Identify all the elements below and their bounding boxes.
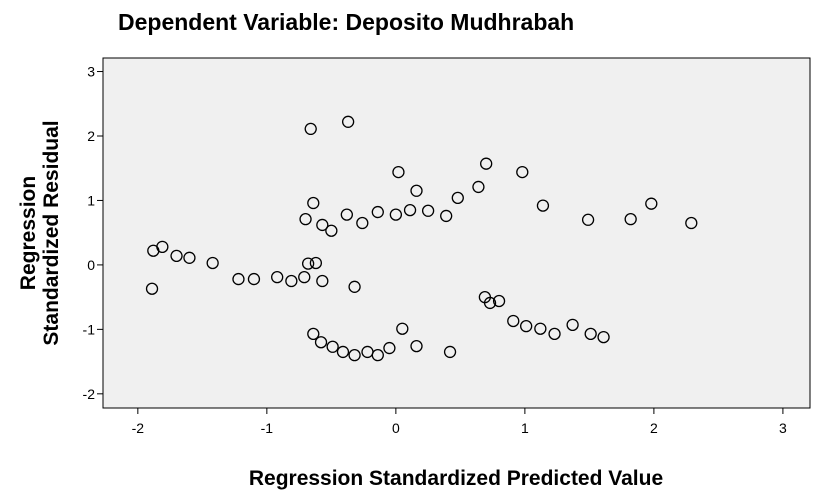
- y-tick-label: 0: [87, 257, 95, 273]
- point: [356, 216, 369, 230]
- point: [304, 122, 317, 136]
- point: [410, 184, 423, 197]
- point: [440, 209, 453, 223]
- y-axis-label: Regression: [17, 176, 40, 290]
- point: [421, 204, 435, 217]
- chart-title: Dependent Variable: Deposito Mudhrabah: [118, 9, 574, 35]
- y-tick-label: -2: [83, 386, 96, 402]
- y-tick-label: 1: [87, 192, 95, 208]
- point: [536, 199, 550, 212]
- point: [492, 294, 506, 308]
- point: [298, 271, 311, 284]
- point: [145, 282, 159, 295]
- point: [271, 271, 284, 284]
- y-tick-label: 3: [87, 64, 95, 80]
- x-tick-label: 1: [521, 420, 529, 436]
- x-tick-label: -2: [132, 420, 145, 436]
- point: [584, 327, 597, 341]
- point: [340, 208, 353, 221]
- point: [156, 240, 169, 254]
- point: [451, 191, 464, 205]
- point: [206, 256, 219, 270]
- point: [316, 218, 329, 232]
- point: [624, 212, 637, 226]
- point: [396, 322, 409, 335]
- point: [301, 257, 315, 270]
- point: [326, 340, 339, 353]
- point: [685, 216, 698, 230]
- point: [341, 115, 355, 128]
- point: [645, 197, 658, 210]
- x-axis-label: Regression Standardized Predicted Value: [249, 467, 663, 490]
- point: [389, 208, 403, 221]
- point: [314, 336, 328, 349]
- x-tick-label: 0: [392, 420, 400, 436]
- point: [348, 348, 361, 362]
- x-tick-label: 3: [779, 420, 787, 436]
- point: [597, 330, 610, 344]
- x-tick-label: 2: [650, 420, 658, 436]
- point: [371, 205, 384, 219]
- point: [403, 203, 417, 217]
- point: [285, 274, 298, 288]
- point: [534, 322, 547, 335]
- point: [472, 180, 485, 194]
- point: [480, 157, 493, 170]
- point: [183, 251, 196, 264]
- point: [392, 165, 405, 179]
- point: [325, 224, 338, 237]
- point: [383, 341, 396, 355]
- x-tick-label: -1: [261, 420, 274, 436]
- point: [247, 272, 261, 286]
- point: [307, 196, 320, 210]
- point: [309, 256, 323, 270]
- point: [581, 213, 595, 226]
- point: [566, 318, 579, 332]
- point: [410, 339, 423, 353]
- point: [299, 212, 312, 226]
- y-tick-label: -1: [83, 321, 96, 337]
- plot-area: [102, 57, 811, 409]
- point: [336, 345, 350, 359]
- y-axis-label: Standardized Residual: [40, 120, 63, 345]
- point: [520, 319, 533, 333]
- point: [316, 274, 329, 288]
- point: [170, 249, 183, 263]
- point: [516, 165, 529, 179]
- point: [548, 327, 561, 341]
- point: [232, 272, 245, 286]
- point: [443, 345, 457, 359]
- y-tick-label: 2: [87, 128, 95, 144]
- point: [348, 280, 361, 293]
- point: [483, 296, 497, 310]
- point: [307, 327, 320, 341]
- point: [371, 348, 384, 362]
- point: [507, 314, 520, 328]
